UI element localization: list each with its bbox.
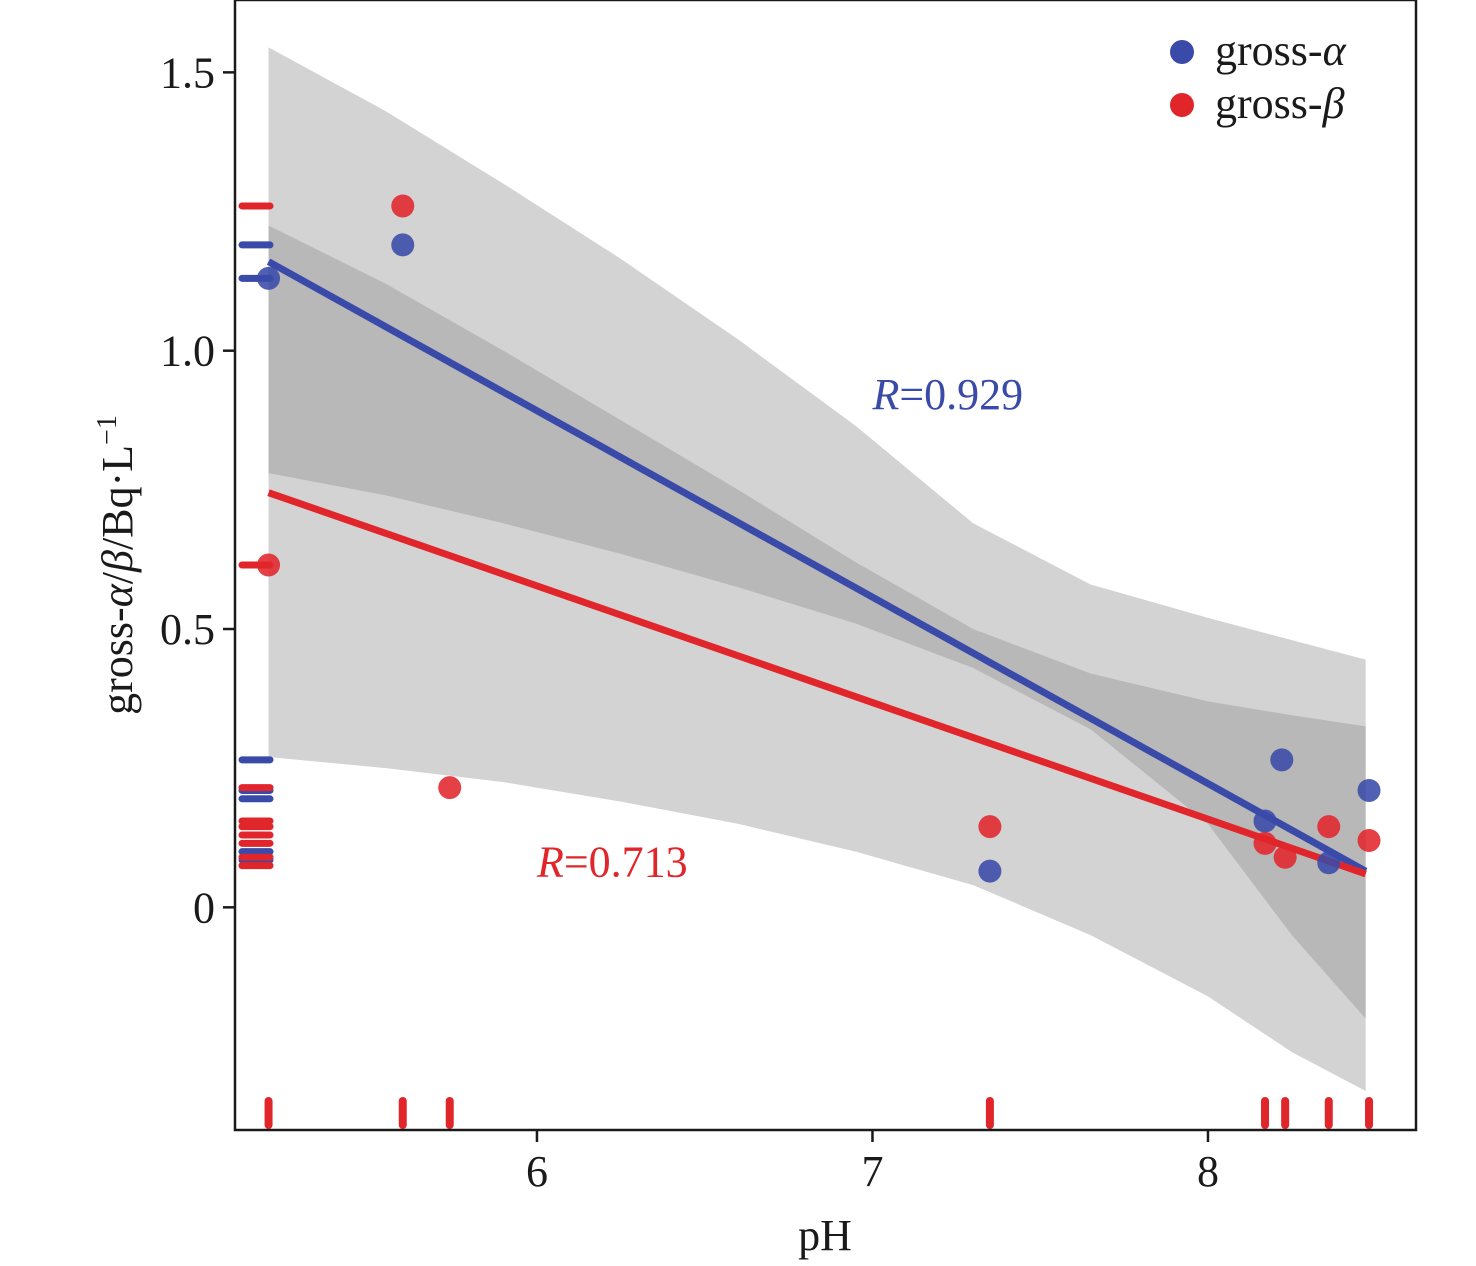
data-point-series-0 <box>1357 778 1381 802</box>
legend-marker-gross-alpha <box>1170 40 1194 64</box>
data-point-series-1 <box>257 553 281 577</box>
data-point-series-1 <box>1317 815 1341 839</box>
data-point-series-1 <box>391 194 415 218</box>
y-axis-title-part: β <box>93 550 142 573</box>
plot-frame <box>233 0 1418 1132</box>
y-tick-label: 1.5 <box>160 48 215 97</box>
y-tick-label: 0.5 <box>160 605 215 654</box>
ci-band-series-0 <box>268 47 1366 1019</box>
x-tick-label: 7 <box>861 1147 883 1196</box>
r-label-series-1: R=0.713 <box>536 838 688 887</box>
confidence-bands <box>268 47 1366 1092</box>
y-tick-label: 1.0 <box>160 327 215 376</box>
fit-line-series-0 <box>266 258 1368 875</box>
data-point-series-1 <box>438 776 462 800</box>
data-point-series-1 <box>1273 845 1297 869</box>
fit-lines <box>266 258 1368 878</box>
fit-line-series-1 <box>267 489 1367 878</box>
data-point-series-0 <box>1270 748 1294 772</box>
y-axis-title-part: −1 <box>92 415 123 445</box>
correlation-labels: R=0.929 R=0.713 <box>536 370 1023 887</box>
data-point-series-0 <box>391 233 415 257</box>
legend-label-gross-alpha: gross-α <box>1215 26 1347 75</box>
y-axis-title-part: / <box>93 571 142 584</box>
legend-label-gross-beta: gross-β <box>1215 79 1345 128</box>
legend-marker-gross-beta <box>1170 93 1194 117</box>
x-tick-label: 8 <box>1197 1147 1219 1196</box>
x-axis-title: pH <box>798 1211 852 1260</box>
y-axis-title: gross-α/β/Bq·L−1 <box>92 415 142 715</box>
legend: gross-α gross-β <box>1170 26 1347 128</box>
y-axis-title-part: /Bq·L <box>93 445 142 550</box>
r-label-series-0: R=0.929 <box>871 370 1023 419</box>
data-point-series-1 <box>1357 829 1381 853</box>
ci-band-series-1 <box>268 225 1366 1092</box>
x-tick-label: 6 <box>526 1147 548 1196</box>
y-axis-title-part: gross- <box>93 607 142 715</box>
axis-ticks: 0 0.5 1.0 1.5 6 7 8 <box>160 48 1219 1196</box>
data-points <box>257 194 1381 883</box>
y-axis-title-part: α <box>93 583 142 607</box>
data-point-series-0 <box>978 859 1002 883</box>
data-point-series-0 <box>257 266 281 290</box>
data-point-series-0 <box>1253 809 1277 833</box>
y-tick-label: 0 <box>193 883 215 932</box>
data-point-series-1 <box>978 815 1002 839</box>
data-point-series-0 <box>1317 851 1341 875</box>
data-point-series-1 <box>1253 831 1277 855</box>
